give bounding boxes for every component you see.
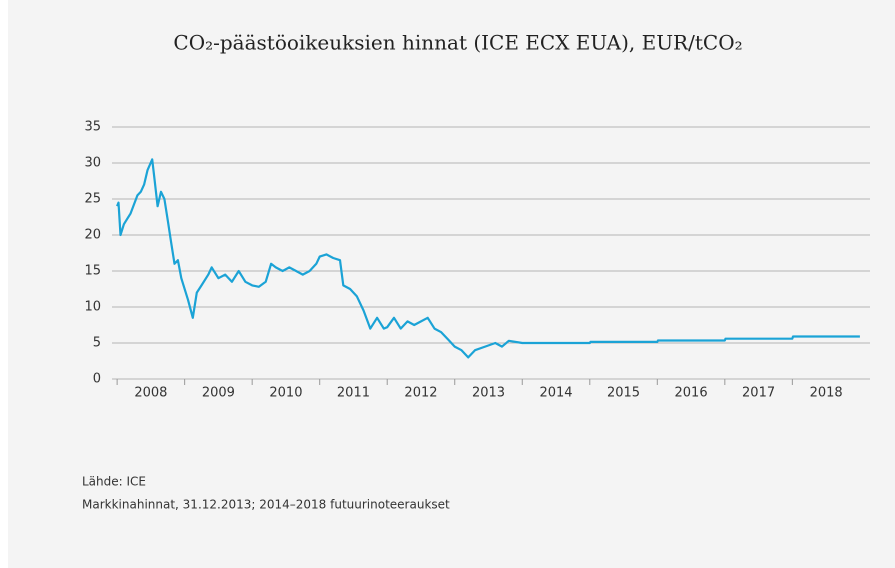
source-note: Lähde: ICE (82, 475, 146, 489)
x-tick-label: 2009 (202, 386, 235, 401)
y-tick-label: 25 (84, 192, 101, 207)
x-tick-label: 2011 (337, 386, 370, 401)
x-tick-label: 2015 (607, 386, 640, 401)
x-tick-label: 2010 (269, 386, 302, 401)
y-tick-label: 20 (84, 228, 101, 243)
note: Markkinahinnat, 31.12.2013; 2014–2018 fu… (82, 498, 450, 512)
y-tick-label: 30 (84, 156, 101, 171)
y-tick-label: 35 (84, 120, 101, 135)
x-tick-label: 2012 (404, 386, 437, 401)
x-tick-label: 2016 (675, 386, 708, 401)
x-tick-label: 2013 (472, 386, 505, 401)
x-tick-label: 2008 (134, 386, 167, 401)
x-tick-label: 2014 (539, 386, 572, 401)
y-tick-label: 10 (84, 300, 101, 315)
y-tick-label: 5 (93, 336, 101, 351)
y-tick-label: 15 (84, 264, 101, 279)
background (8, 0, 895, 568)
chart-title: CO₂-päästöoikeuksien hinnat (ICE ECX EUA… (173, 31, 742, 55)
y-tick-label: 0 (93, 372, 101, 387)
price-line (116, 158, 860, 359)
x-tick-label: 2017 (742, 386, 775, 401)
x-tick-label: 2018 (810, 386, 843, 401)
